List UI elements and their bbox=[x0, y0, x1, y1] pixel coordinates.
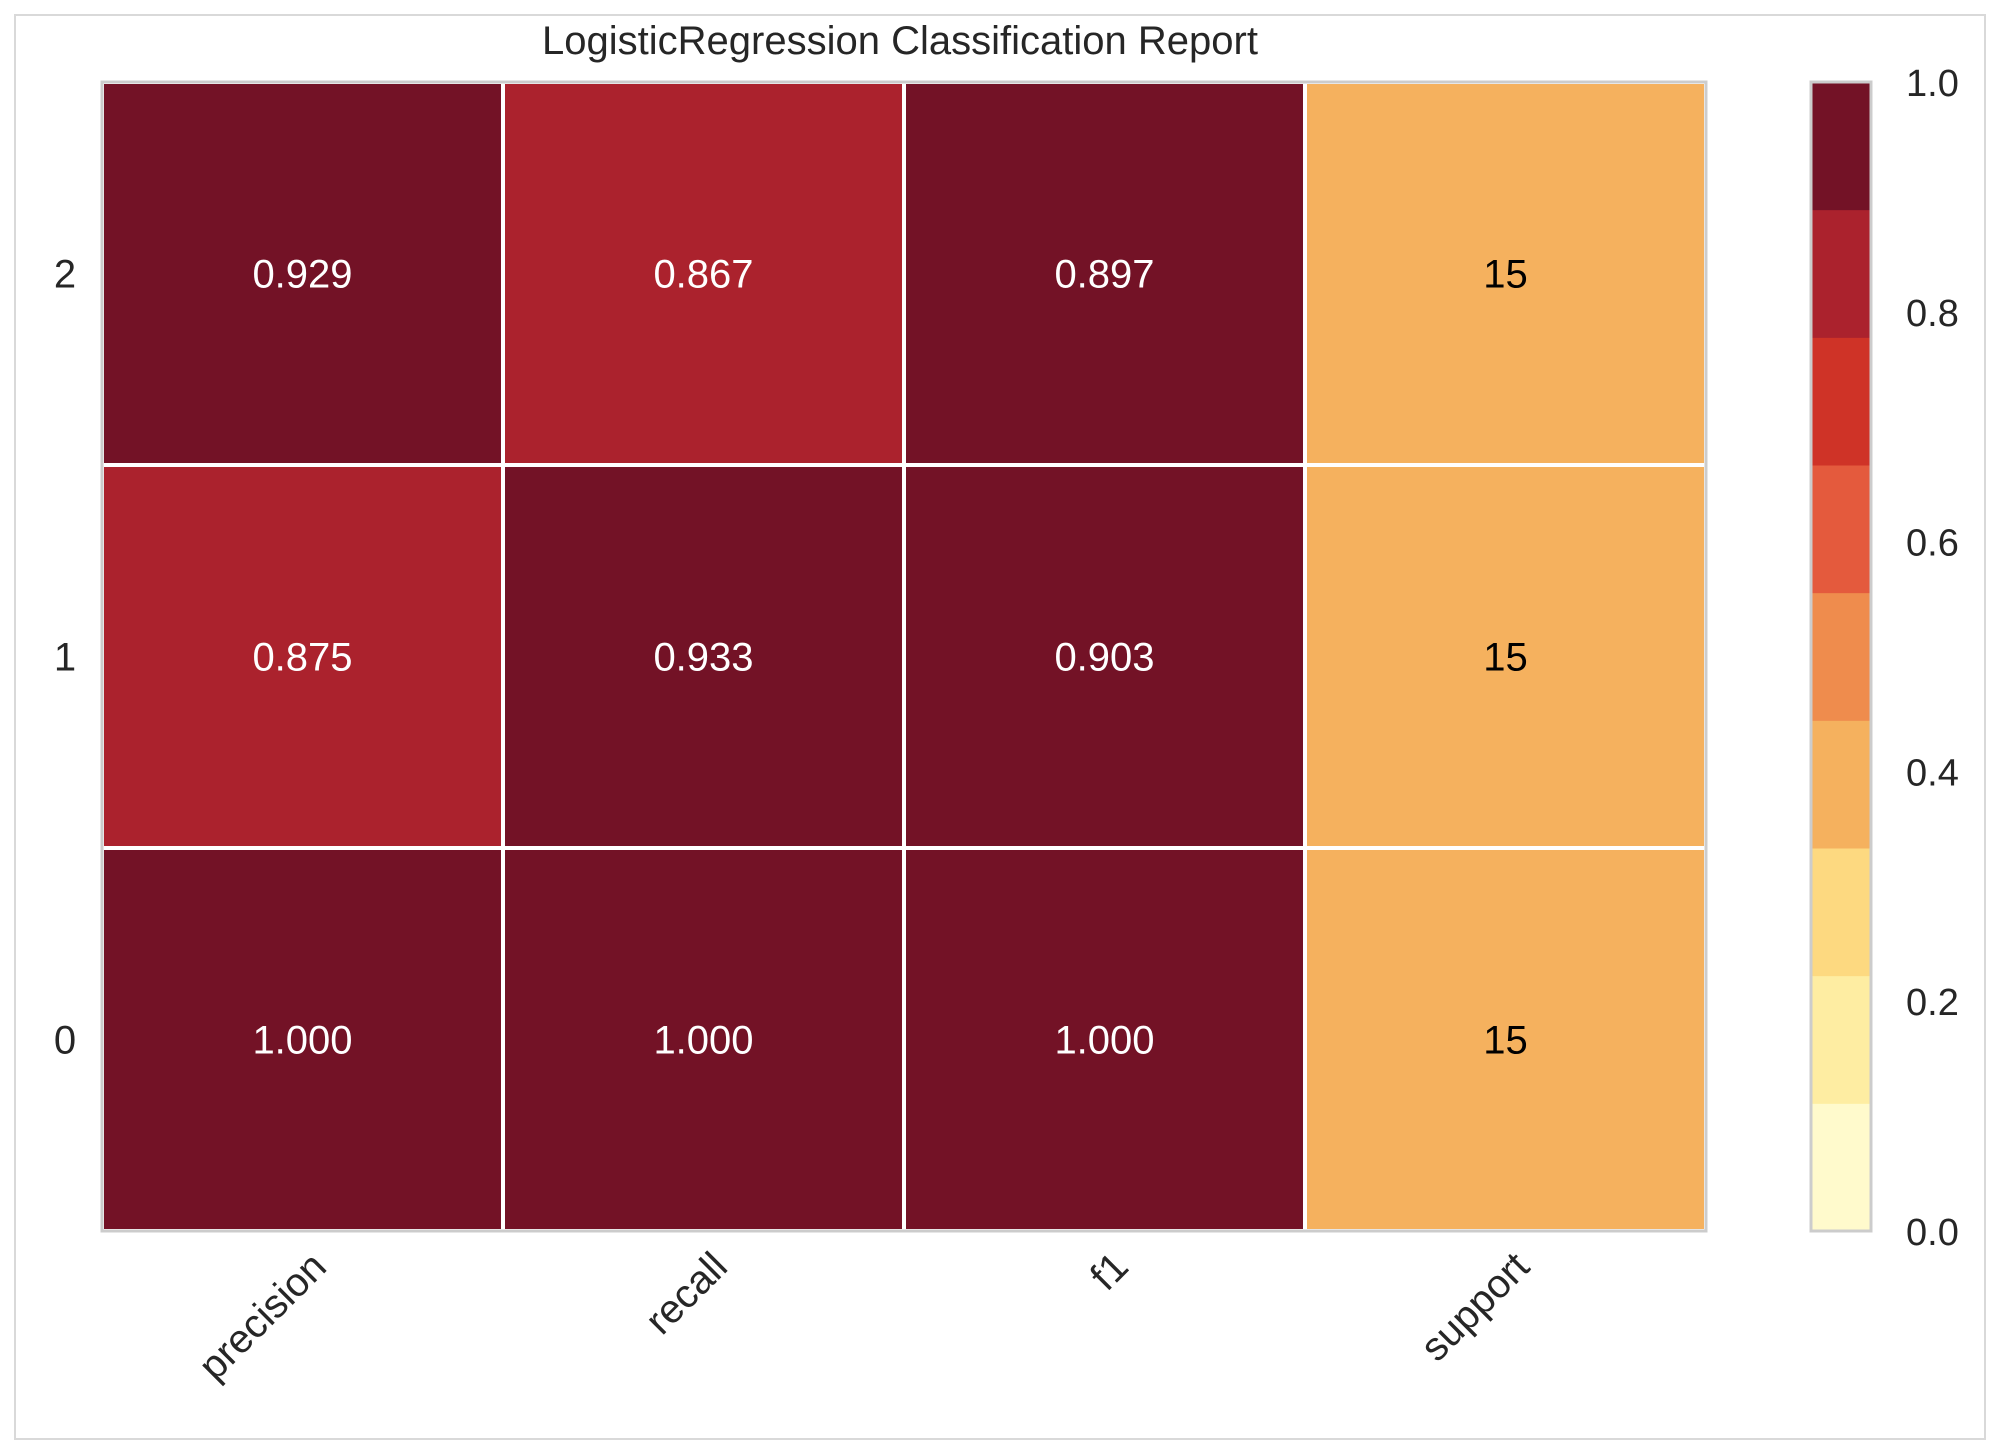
cell-label-2-support: 15 bbox=[1483, 253, 1528, 297]
plot-border bbox=[100, 80, 1708, 1233]
classification-report-heatmap: LogisticRegression Classification Report… bbox=[54, 19, 1959, 1389]
colorbar-tick-label: 0.4 bbox=[1906, 752, 1959, 794]
y-tick-label-0: 0 bbox=[54, 1019, 76, 1063]
colorbar-tick-label: 0.0 bbox=[1906, 1212, 1959, 1254]
cell-label-1-support: 15 bbox=[1483, 636, 1528, 680]
colorbar-tick-label: 0.2 bbox=[1906, 982, 1959, 1024]
colorbar-segment bbox=[1811, 720, 1871, 849]
x-tick-label-support: support bbox=[1412, 1244, 1537, 1369]
colorbar-segment bbox=[1811, 82, 1871, 211]
colorbar-segment bbox=[1811, 337, 1871, 466]
cell-label-0-precision: 1.000 bbox=[252, 1019, 352, 1063]
colorbar-border bbox=[1809, 80, 1873, 1233]
colorbar-tick-labels: 0.0 0.2 0.4 0.6 0.8 1.0 bbox=[1906, 63, 1959, 1254]
cell-label-1-f1: 0.903 bbox=[1054, 636, 1154, 680]
cell-label-0-recall: 1.000 bbox=[653, 1019, 753, 1063]
heatmap-cell-2-support bbox=[1303, 80, 1708, 467]
heatmap-cell-2-recall bbox=[501, 80, 906, 467]
heatmap-cell-0-recall bbox=[501, 846, 906, 1233]
cell-label-2-precision: 0.929 bbox=[252, 253, 352, 297]
cell-label-1-recall: 0.933 bbox=[653, 636, 753, 680]
chart-title: LogisticRegression Classification Report bbox=[542, 19, 1258, 63]
y-axis-tick-labels: 2 1 0 bbox=[54, 253, 76, 1063]
colorbar-segment bbox=[1811, 209, 1871, 338]
chart-frame: LogisticRegression Classification Report… bbox=[14, 14, 1986, 1440]
cell-label-2-recall: 0.867 bbox=[653, 253, 753, 297]
colorbar-segment bbox=[1811, 1103, 1871, 1232]
colorbar-segment bbox=[1811, 975, 1871, 1104]
heatmap-cell-0-support bbox=[1303, 846, 1708, 1233]
heatmap-cells bbox=[100, 80, 1708, 1233]
heatmap-cell-1-precision bbox=[100, 463, 505, 850]
colorbar bbox=[1809, 80, 1873, 1233]
colorbar-tick-label: 0.8 bbox=[1906, 293, 1959, 335]
x-axis-tick-labels: precision recall f1 support bbox=[191, 1244, 1538, 1388]
colorbar-tick-label: 1.0 bbox=[1906, 63, 1959, 105]
cell-label-2-f1: 0.897 bbox=[1054, 253, 1154, 297]
cell-label-1-precision: 0.875 bbox=[252, 636, 352, 680]
colorbar-tick-label: 0.6 bbox=[1906, 523, 1959, 565]
colorbar-segment bbox=[1811, 592, 1871, 721]
heatmap-cell-2-precision bbox=[100, 80, 505, 467]
heatmap-cell-1-support bbox=[1303, 463, 1708, 850]
colorbar-segment bbox=[1811, 848, 1871, 977]
x-tick-label-f1: f1 bbox=[1082, 1244, 1137, 1299]
heatmap-cell-1-recall bbox=[501, 463, 906, 850]
colorbar-segment bbox=[1811, 465, 1871, 594]
y-tick-label-1: 1 bbox=[54, 636, 76, 680]
x-tick-label-recall: recall bbox=[637, 1244, 736, 1343]
cell-label-0-f1: 1.000 bbox=[1054, 1019, 1154, 1063]
y-tick-label-2: 2 bbox=[54, 253, 76, 297]
x-tick-label-precision: precision bbox=[191, 1244, 335, 1388]
heatmap-cell-labels: 0.929 0.867 0.897 15 0.875 0.933 0.903 15 1.000 1… bbox=[252, 253, 1527, 1063]
cell-label-0-support: 15 bbox=[1483, 1019, 1528, 1063]
